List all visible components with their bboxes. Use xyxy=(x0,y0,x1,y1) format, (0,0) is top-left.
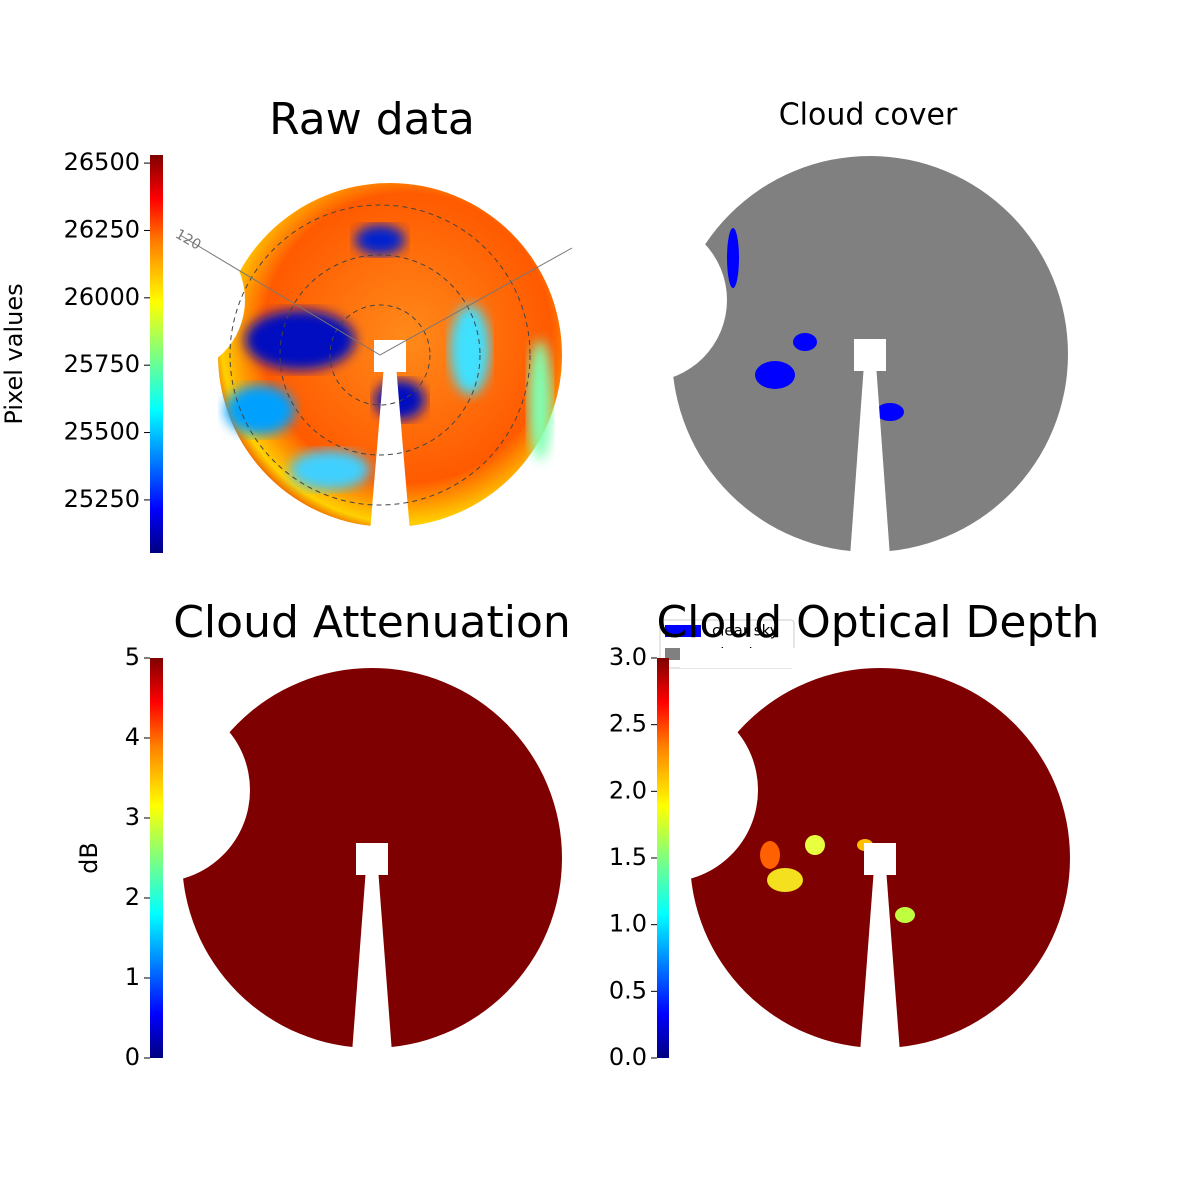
image-feature xyxy=(355,225,405,255)
colorbar-tick-label: 26500 xyxy=(64,148,140,176)
colorbar-tick-label: 3.0 xyxy=(609,643,647,671)
colorbar-label: dB xyxy=(75,842,103,874)
colorbar-tick-label: 0.5 xyxy=(609,976,647,1004)
image-feature xyxy=(450,305,490,395)
image-mask xyxy=(860,868,900,1053)
image-feature xyxy=(793,333,817,351)
chart-title: Cloud Attenuation xyxy=(173,597,571,648)
polar-axis xyxy=(179,234,381,356)
colorbar-tick-label: 26000 xyxy=(64,283,140,311)
colorbar-tick-label: 2 xyxy=(125,883,140,911)
chart-title: Raw data xyxy=(269,94,475,145)
image-feature xyxy=(895,907,915,923)
polar-grid xyxy=(329,304,431,406)
image-mask xyxy=(172,648,572,668)
colorbar-tick-label: 26250 xyxy=(64,215,140,243)
image-mask xyxy=(563,218,727,382)
chart-title: Cloud Optical Depth xyxy=(656,597,1099,648)
image-mask xyxy=(662,136,1078,156)
polar-axis xyxy=(379,247,573,356)
image-feature xyxy=(245,310,355,370)
image-feature xyxy=(727,228,739,288)
image-mask xyxy=(850,364,890,557)
image-mask xyxy=(208,163,572,183)
image-feature xyxy=(876,403,904,421)
polar-grid xyxy=(279,254,481,456)
colorbar-tick-label: 25250 xyxy=(64,485,140,513)
chart-title: Cloud cover xyxy=(779,98,958,133)
image-mask xyxy=(374,340,406,372)
image-mask xyxy=(95,225,245,375)
image-mask xyxy=(864,843,896,875)
image-mask xyxy=(680,648,1080,668)
legend-label: clear sky xyxy=(712,622,779,640)
colorbar-label: Pixel values xyxy=(0,283,28,424)
image-feature xyxy=(755,361,795,389)
legend-swatch xyxy=(665,625,701,637)
colorbar-tick-label: 1.5 xyxy=(609,843,647,871)
colorbar xyxy=(657,658,669,1058)
image-mask xyxy=(370,365,410,532)
colorbar-tick-label: 1 xyxy=(125,963,140,991)
image-mask xyxy=(854,339,886,371)
image-feature xyxy=(805,835,825,855)
image-feature xyxy=(528,340,552,460)
image-feature xyxy=(225,385,295,435)
colorbar-tick-label: 0 xyxy=(125,1043,140,1071)
colorbar-tick-label: 0.0 xyxy=(609,1043,647,1071)
colorbar-tick-label: 2.0 xyxy=(609,776,647,804)
image-mask xyxy=(352,868,392,1053)
colorbar-tick-label: 2.5 xyxy=(609,710,647,738)
image-feature xyxy=(760,841,780,869)
colorbar-tick-label: 25750 xyxy=(64,350,140,378)
colorbar xyxy=(150,658,163,1058)
colorbar-tick-label: 25500 xyxy=(64,418,140,446)
colorbar-tick-label: 3 xyxy=(125,803,140,831)
image-mask xyxy=(356,843,388,875)
colorbar-tick-label: 4 xyxy=(125,723,140,751)
colorbar-tick-label: 5 xyxy=(125,643,140,671)
colorbar xyxy=(150,155,163,553)
image-feature xyxy=(290,450,370,490)
image-feature xyxy=(767,868,803,892)
colorbar-tick-label: 1.0 xyxy=(609,910,647,938)
polar-grid xyxy=(229,204,531,506)
